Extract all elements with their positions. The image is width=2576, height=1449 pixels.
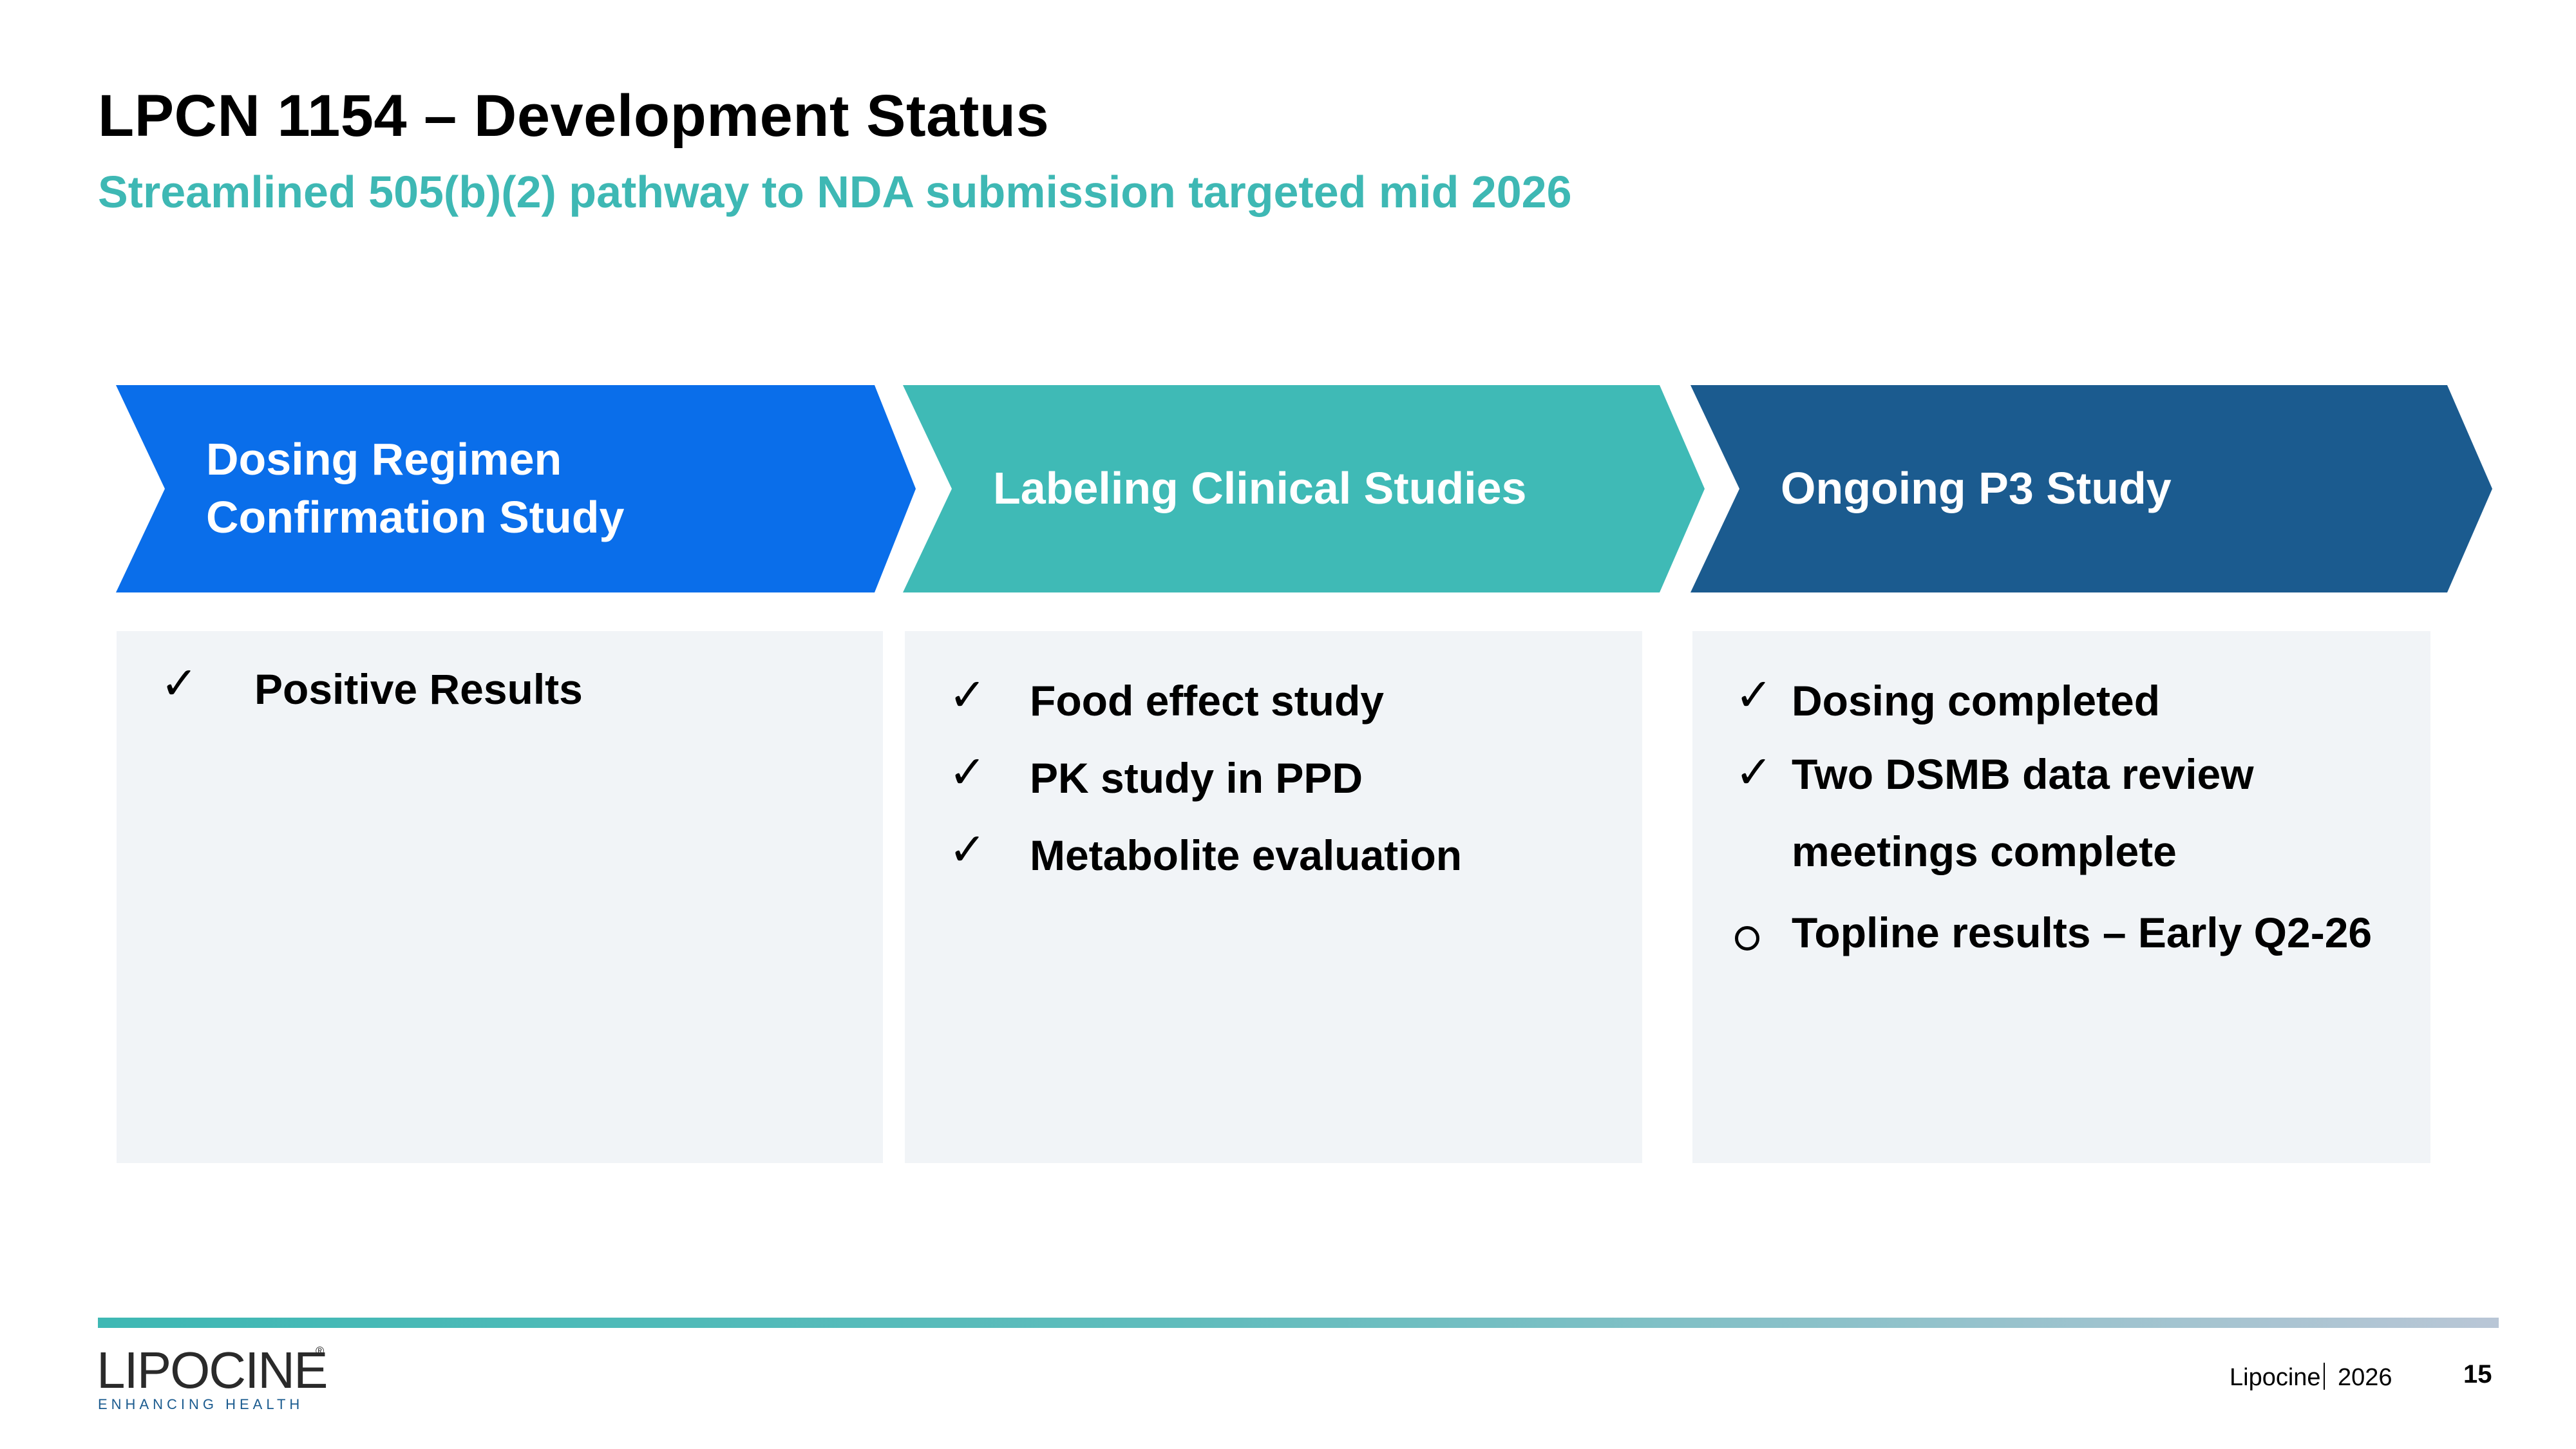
stage-2-panel: ✓ Food effect study ✓ PK study in PPD ✓ … (905, 631, 1642, 1163)
stage-1-heading: Dosing Regimen Confirmation Study (206, 431, 624, 546)
company-logo: LIPOCINE ® ENHANCING HEALTH (97, 1345, 354, 1416)
stage-1-heading-line-2: Confirmation Study (206, 492, 625, 542)
list-item: ✓ Metabolite evaluation (949, 824, 1463, 880)
stage-2-heading: Labeling Clinical Studies (993, 463, 1527, 514)
footer-year: 2026 (2338, 1364, 2392, 1391)
list-item-text: Dosing completed (1792, 677, 2161, 724)
checkmark-icon: ✓ (1735, 747, 1773, 797)
slide-title: LPCN 1154 – Development Status (98, 83, 1050, 149)
checkmark-icon: ✓ (1735, 670, 1773, 720)
list-item: ✓ Food effect study (949, 670, 1385, 725)
stage-3-chevron: Ongoing P3 Study (1690, 385, 2492, 592)
checkmark-icon: ✓ (949, 824, 987, 875)
checkmark-icon: ✓ (160, 658, 198, 708)
slide-subtitle: Streamlined 505(b)(2) pathway to NDA sub… (98, 167, 1572, 217)
page-number: 15 (2463, 1360, 2492, 1388)
circle-icon (1735, 926, 1759, 951)
stage-1-heading-line-1: Dosing Regimen (206, 434, 562, 485)
list-item-text-line-1: Two DSMB data review (1792, 750, 2254, 798)
list-item-text-line-2: meetings complete (1792, 828, 2177, 875)
footer-company: Lipocine (2230, 1364, 2321, 1391)
list-item: ✓ Two DSMB data review meetings complete (1735, 747, 2254, 890)
logo-tagline: ENHANCING HEALTH (98, 1396, 304, 1412)
list-item: ✓ PK study in PPD (949, 747, 1363, 802)
logo-wordmark: LIPOCINE (97, 1341, 328, 1399)
list-item-text: Topline results – Early Q2-26 (1792, 909, 2372, 956)
list-item: ✓ Dosing completed (1735, 670, 2161, 725)
checkmark-icon: ✓ (949, 670, 987, 720)
list-item: Topline results – Early Q2-26 (1735, 908, 2372, 960)
stage-2-chevron: Labeling Clinical Studies (903, 385, 1705, 592)
list-item: ✓ Positive Results (160, 658, 583, 714)
list-item-text: Metabolite evaluation (1030, 831, 1463, 879)
stage-3-heading: Ongoing P3 Study (1781, 463, 2172, 514)
stage-1-chevron: Dosing Regimen Confirmation Study (116, 385, 916, 592)
list-item-text: PK study in PPD (1030, 754, 1363, 802)
stage-3-panel: ✓ Dosing completed ✓ Two DSMB data revie… (1692, 631, 2430, 1163)
footer-separator (2324, 1363, 2325, 1390)
registered-mark: ® (316, 1345, 325, 1358)
stage-1-panel: ✓ Positive Results (117, 631, 883, 1163)
list-item-text: Food effect study (1030, 677, 1385, 724)
list-item-text: Positive Results (254, 665, 583, 713)
footer-divider (98, 1318, 2499, 1328)
list-item-text: Two DSMB data review meetings complete (1792, 735, 2254, 890)
checkmark-icon: ✓ (949, 747, 987, 797)
pending-marker (1735, 908, 1792, 960)
